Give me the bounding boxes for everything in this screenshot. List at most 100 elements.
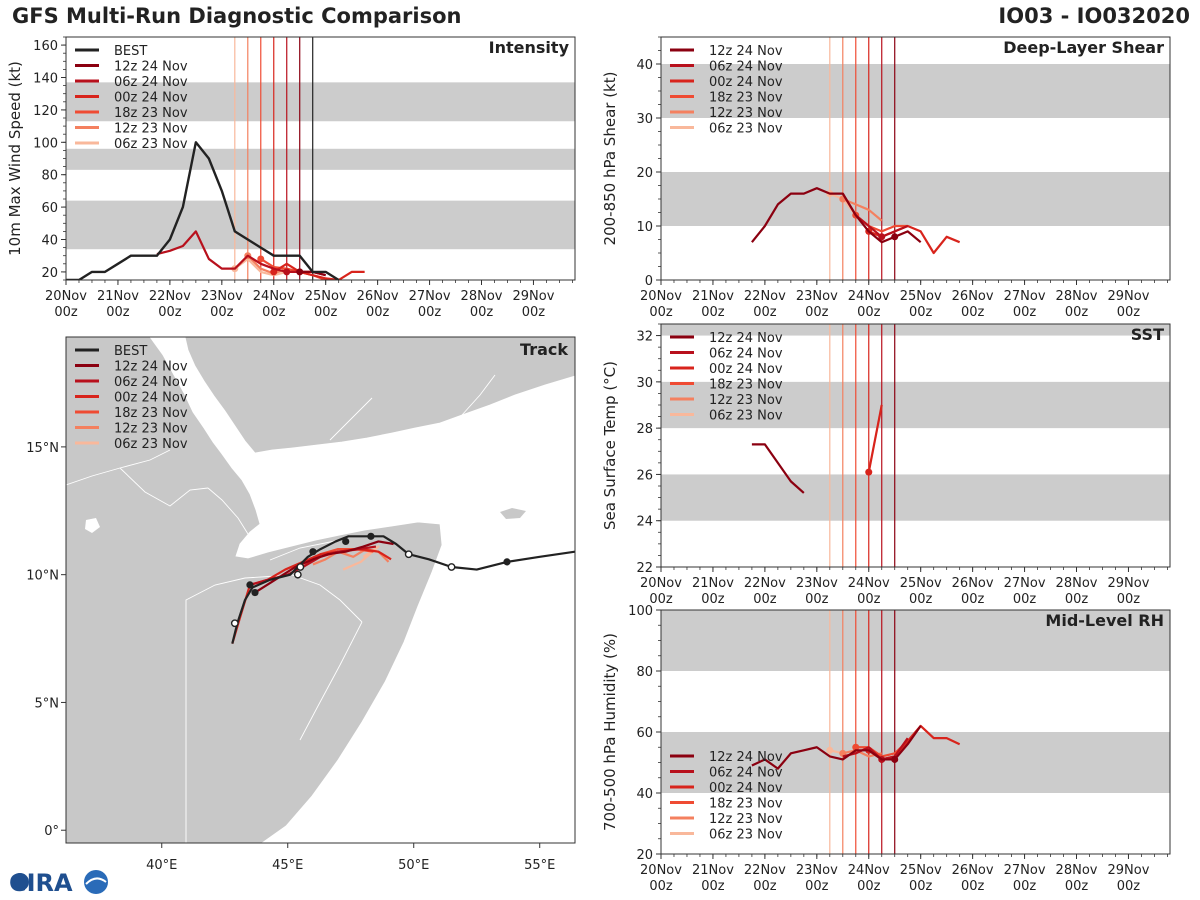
shear-xtick-label-date: 29Nov — [1107, 289, 1149, 304]
shear-ytick-label: 30 — [636, 112, 653, 127]
track-best-point — [309, 548, 317, 556]
intensity-xtick-label-hour: 00z — [522, 305, 546, 320]
shear-band — [661, 64, 1170, 118]
shear-ylabel: 200-850 hPa Shear (kt) — [601, 72, 619, 246]
shear-xtick-label-date: 24Nov — [848, 289, 890, 304]
sst-xtick-label-hour: 00z — [1013, 592, 1037, 607]
shear-ytick-label: 10 — [636, 220, 653, 235]
sst-xtick-label-date: 25Nov — [900, 576, 942, 591]
rh-xtick-label-date: 21Nov — [692, 863, 734, 878]
sst-xtick-label-hour: 00z — [753, 592, 777, 607]
rh-xtick-label-date: 25Nov — [900, 863, 942, 878]
rh-xtick-label-hour: 00z — [701, 879, 725, 894]
intensity-ytick-label: 140 — [33, 72, 58, 87]
track-best-point — [251, 588, 259, 597]
sst-xtick-label-date: 21Nov — [692, 576, 734, 591]
track-legend-label: 06z 23 Nov — [114, 437, 188, 452]
intensity-legend-label: 00z 24 Nov — [114, 91, 188, 106]
shear-xtick-label-date: 28Nov — [1056, 289, 1098, 304]
intensity-xtick-label-hour: 00z — [314, 305, 338, 320]
shear-ytick-label: 0 — [645, 274, 653, 289]
rh-ytick-label: 80 — [636, 665, 653, 680]
sst-xtick-label-date: 23Nov — [796, 576, 838, 591]
track-title: Track — [520, 340, 568, 359]
intensity-xtick-label-hour: 00z — [418, 305, 442, 320]
shear-ytick-label: 40 — [636, 58, 653, 73]
shear-series-point — [891, 233, 899, 241]
shear-xtick-label-hour: 00z — [805, 305, 829, 320]
shear-xtick-label-hour: 00z — [961, 305, 985, 320]
intensity-best-line — [66, 141, 340, 280]
shear-xtick-label-date: 25Nov — [900, 289, 942, 304]
shear-xtick-label-hour: 00z — [909, 305, 933, 320]
intensity-legend-label: 06z 24 Nov — [114, 75, 188, 90]
shear-legend-label: 18z 23 Nov — [709, 91, 783, 106]
intensity-xtick-label-date: 26Nov — [357, 289, 399, 304]
rh-xtick-label-hour: 00z — [1013, 879, 1037, 894]
rh-series-point — [826, 746, 834, 754]
rh-xtick-label-hour: 00z — [753, 879, 777, 894]
shear-panel: 01020304020Nov00z21Nov00z22Nov00z23Nov00… — [601, 36, 1171, 320]
intensity-ytick-label: 160 — [33, 39, 58, 54]
intensity-title: Intensity — [489, 38, 570, 57]
rh-legend-label: 12z 24 Nov — [709, 750, 783, 765]
sst-legend-label: 00z 24 Nov — [709, 362, 783, 377]
intensity-ytick-label: 100 — [33, 136, 58, 151]
shear-legend-label: 06z 23 Nov — [709, 122, 783, 137]
shear-xtick-label-hour: 00z — [857, 305, 881, 320]
track-ytick-label: 15°N — [26, 441, 59, 456]
rh-xtick-label-hour: 00z — [909, 879, 933, 894]
logo-text: CIRA — [9, 869, 73, 897]
intensity-legend-label: 12z 23 Nov — [114, 122, 188, 137]
sst-xtick-label-hour: 00z — [649, 592, 673, 607]
track-best-point — [342, 537, 350, 546]
shear-series-line — [842, 197, 883, 222]
track-axes: 40°E 45°E 50°E 55°E 0° 5°N 10°N 15°N — [26, 441, 555, 873]
rh-plot-content — [661, 610, 1170, 854]
land-socotra — [500, 508, 526, 519]
intensity-series-line — [234, 257, 288, 277]
sst-band — [661, 474, 1170, 521]
rh-xtick-label-date: 26Nov — [952, 863, 994, 878]
page-title: GFS Multi-Run Diagnostic Comparison — [12, 4, 462, 28]
shear-xtick-label-hour: 00z — [649, 305, 673, 320]
shear-xtick-label-hour: 00z — [1117, 305, 1141, 320]
intensity-legend-label: 06z 23 Nov — [114, 137, 188, 152]
shear-xtick-label-hour: 00z — [701, 305, 725, 320]
sst-plot-area — [661, 324, 1170, 567]
intensity-legend-label: BEST — [114, 44, 147, 59]
track-best-point-open — [296, 563, 305, 571]
rh-xtick-label-hour: 00z — [961, 879, 985, 894]
intensity-series-point — [283, 268, 291, 276]
rh-legend-label: 06z 24 Nov — [709, 766, 783, 781]
track-best-point-open — [404, 550, 413, 559]
track-xtick-label: 40°E — [146, 858, 177, 873]
sst-xtick-label-hour: 00z — [1117, 592, 1141, 607]
sst-xtick-label-date: 22Nov — [744, 576, 786, 591]
rh-xtick-label-date: 23Nov — [796, 863, 838, 878]
sst-legend-label: 18z 23 Nov — [709, 378, 783, 393]
shear-plot-content — [661, 37, 1170, 280]
sst-ylabel: Sea Surface Temp (°C) — [601, 361, 619, 530]
land-island-red-sea — [85, 518, 100, 533]
track-legend-label: 12z 24 Nov — [114, 360, 188, 375]
land-arabia — [184, 337, 575, 454]
rh-title: Mid-Level RH — [1045, 611, 1164, 630]
track-xtick-label: 55°E — [524, 858, 555, 873]
intensity-ytick-label: 60 — [41, 201, 58, 216]
intensity-band — [66, 82, 575, 122]
intensity-ytick-label: 20 — [41, 266, 58, 281]
rh-xtick-label-hour: 00z — [805, 879, 829, 894]
track-ytick-label: 0° — [44, 824, 59, 839]
sst-xtick-label-date: 29Nov — [1107, 576, 1149, 591]
sst-ytick-label: 26 — [636, 468, 653, 483]
rh-ytick-label: 40 — [636, 787, 653, 802]
rh-xtick-label-date: 24Nov — [848, 863, 890, 878]
sst-title: SST — [1131, 325, 1164, 344]
shear-xtick-label-hour: 00z — [753, 305, 777, 320]
track-xtick-label: 45°E — [272, 858, 303, 873]
rh-band — [661, 610, 1170, 671]
intensity-xtick-label-hour: 00z — [262, 305, 286, 320]
